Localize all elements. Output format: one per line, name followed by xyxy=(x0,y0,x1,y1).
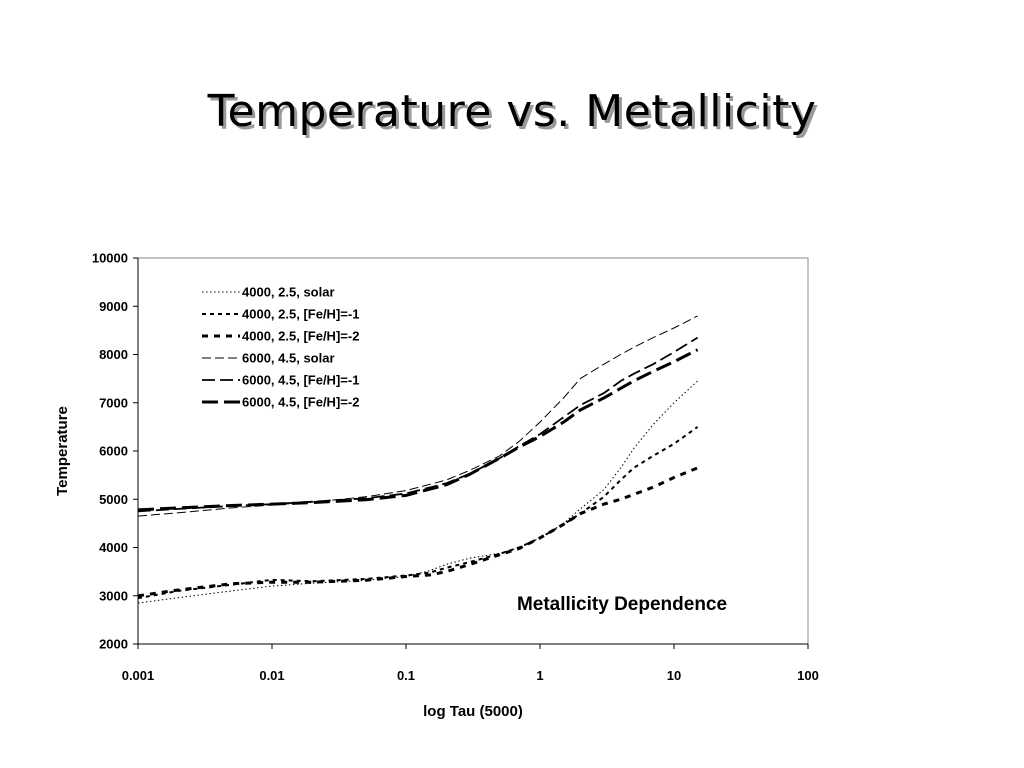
y-tick-label: 6000 xyxy=(99,444,128,459)
y-tick-label: 4000 xyxy=(99,540,128,555)
y-axis-title: Temperature xyxy=(54,406,71,496)
y-tick-label: 8000 xyxy=(99,347,128,362)
chart-annotation: Metallicity Dependence xyxy=(517,594,727,615)
plot-area xyxy=(137,257,809,645)
series-layer xyxy=(137,315,699,604)
x-tick-label: 0.01 xyxy=(259,668,284,683)
x-axis-ticks: 0.001 0.01 0.1 1 10 100 xyxy=(122,644,819,683)
y-tick-label: 2000 xyxy=(99,637,128,652)
y-axis-ticks: 2000 3000 4000 5000 6000 7000 8000 9000 10000 xyxy=(92,251,138,652)
legend-label: 6000, 4.5, solar xyxy=(242,351,335,366)
y-tick-label: 10000 xyxy=(92,251,128,266)
legend-label: 4000, 2.5, [Fe/H]=-2 xyxy=(242,329,359,344)
legend-label: 4000, 2.5, [Fe/H]=-1 xyxy=(242,307,359,322)
x-tick-label: 0.001 xyxy=(122,668,155,683)
y-tick-label: 7000 xyxy=(99,395,128,410)
y-tick-label: 5000 xyxy=(99,492,128,507)
x-tick-label: 100 xyxy=(797,668,819,683)
y-tick-label: 3000 xyxy=(99,588,128,603)
series-line-1 xyxy=(137,380,698,604)
x-tick-label: 1 xyxy=(536,668,543,683)
series-line-3 xyxy=(137,466,699,598)
series-line-2 xyxy=(137,426,699,600)
legend-label: 4000, 2.5, solar xyxy=(242,285,335,300)
x-tick-label: 10 xyxy=(667,668,681,683)
legend-label: 6000, 4.5, [Fe/H]=-2 xyxy=(242,395,359,410)
legend: 4000, 2.5, solar 4000, 2.5, [Fe/H]=-1 4000… xyxy=(202,285,359,410)
series-line-5 xyxy=(137,336,699,513)
slide-title: Temperature vs. Metallicity xyxy=(207,86,817,137)
legend-label: 6000, 4.5, [Fe/H]=-1 xyxy=(242,373,359,388)
series-line-4 xyxy=(137,315,698,517)
x-tick-label: 0.1 xyxy=(397,668,415,683)
x-axis-title: log Tau (5000) xyxy=(423,703,523,720)
y-tick-label: 9000 xyxy=(99,299,128,314)
series-line-6 xyxy=(137,348,699,512)
